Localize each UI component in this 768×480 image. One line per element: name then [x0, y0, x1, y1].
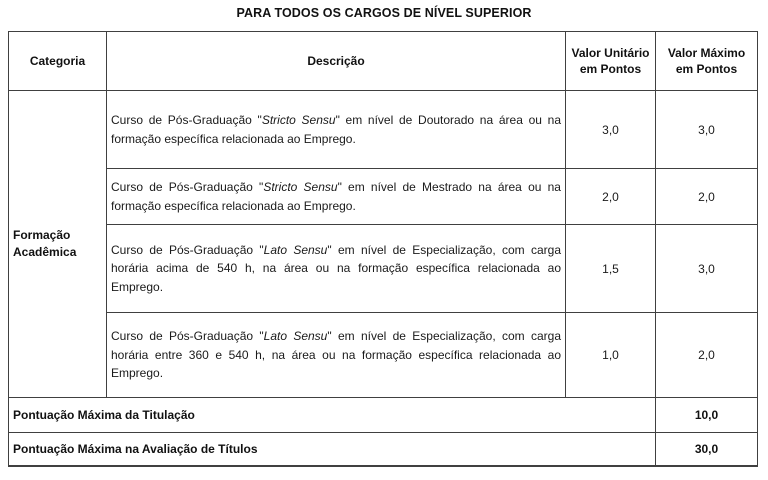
description-text: " em nível de Especialização, com carga … — [111, 242, 561, 294]
col-header-categoria: Categoria — [8, 31, 107, 91]
description-cell: Curso de Pós-Graduação "Lato Sensu" em n… — [106, 224, 566, 313]
description-text: Curso de Pós-Graduação " — [111, 179, 264, 194]
max-value-cell: 2,0 — [655, 312, 758, 398]
footer-value: 30,0 — [655, 432, 758, 467]
unit-value-cell: 1,5 — [565, 224, 656, 313]
footer-label: Pontuação Máxima da Titulação — [8, 397, 656, 433]
col-header-descricao: Descrição — [106, 31, 566, 91]
footer-value: 10,0 — [655, 397, 758, 433]
max-value-cell: 3,0 — [655, 90, 758, 169]
description-text: " em nível de Doutorado na área ou na fo… — [111, 112, 561, 146]
description-text: Curso de Pós-Graduação " — [111, 112, 262, 127]
table-row: Curso de Pós-Graduação "Lato Sensu" em n… — [9, 312, 758, 398]
description-text: " em nível de Mestrado na área ou na for… — [111, 179, 561, 213]
unit-value-cell: 1,0 — [565, 312, 656, 398]
score-table: Categoria Descrição Valor Unitário em Po… — [8, 31, 758, 467]
description-text: Curso de Pós-Graduação " — [111, 329, 264, 344]
description-italic: Lato Sensu — [263, 329, 328, 344]
description-italic: Lato Sensu — [263, 242, 328, 257]
description-cell: Curso de Pós-Graduação "Lato Sensu" em n… — [106, 312, 566, 398]
document-page: PARA TODOS OS CARGOS DE NÍVEL SUPERIOR C… — [0, 6, 768, 480]
col-header-valor-maximo: Valor Máximo em Pontos — [655, 31, 758, 91]
footer-label: Pontuação Máxima na Avaliação de Títulos — [8, 432, 656, 467]
col-header-valor-unitario: Valor Unitário em Pontos — [565, 31, 656, 91]
unit-value-cell: 3,0 — [565, 90, 656, 169]
max-value-cell: 2,0 — [655, 168, 758, 225]
description-cell: Curso de Pós-Graduação "Stricto Sensu" e… — [106, 168, 566, 225]
footer-row-avaliacao: Pontuação Máxima na Avaliação de Títulos… — [8, 432, 758, 467]
category-cell: Formação Acadêmica — [8, 90, 107, 398]
description-text: Curso de Pós-Graduação " — [111, 242, 264, 257]
description-italic: Stricto Sensu — [261, 112, 336, 127]
table-row: Curso de Pós-Graduação "Stricto Sensu" e… — [9, 168, 758, 225]
table-row: Curso de Pós-Graduação "Lato Sensu" em n… — [9, 224, 758, 313]
description-italic: Stricto Sensu — [263, 179, 338, 194]
description-cell: Curso de Pós-Graduação "Stricto Sensu" e… — [106, 90, 566, 169]
max-value-cell: 3,0 — [655, 224, 758, 313]
unit-value-cell: 2,0 — [565, 168, 656, 225]
footer-row-titulacao: Pontuação Máxima da Titulação 10,0 — [8, 397, 758, 433]
description-text: " em nível de Especialização, com carga … — [111, 329, 561, 381]
table-row: Formação Acadêmica Curso de Pós-Graduaçã… — [8, 90, 758, 398]
page-title: PARA TODOS OS CARGOS DE NÍVEL SUPERIOR — [236, 6, 532, 20]
table-header-row: Categoria Descrição Valor Unitário em Po… — [8, 31, 758, 91]
